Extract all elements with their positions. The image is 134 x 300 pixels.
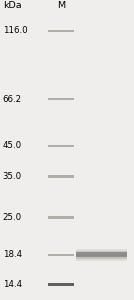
Text: 35.0: 35.0	[3, 172, 22, 181]
Text: 116.0: 116.0	[3, 26, 27, 35]
Bar	[76, 249, 127, 254]
Text: 25.0: 25.0	[3, 213, 22, 222]
Bar	[76, 254, 127, 259]
Bar	[48, 98, 74, 100]
Bar	[48, 145, 74, 147]
Text: 14.4: 14.4	[3, 280, 22, 289]
Bar	[48, 30, 74, 32]
Bar	[48, 216, 74, 219]
Bar	[76, 252, 127, 257]
Bar	[48, 254, 74, 256]
Bar	[48, 283, 74, 286]
Bar	[48, 176, 74, 178]
Text: kDa: kDa	[3, 2, 21, 10]
Text: 18.4: 18.4	[3, 250, 22, 259]
Text: M: M	[57, 2, 65, 10]
Text: 45.0: 45.0	[3, 142, 22, 151]
Bar	[76, 256, 127, 261]
Bar	[76, 250, 127, 256]
Text: 66.2: 66.2	[3, 94, 22, 103]
